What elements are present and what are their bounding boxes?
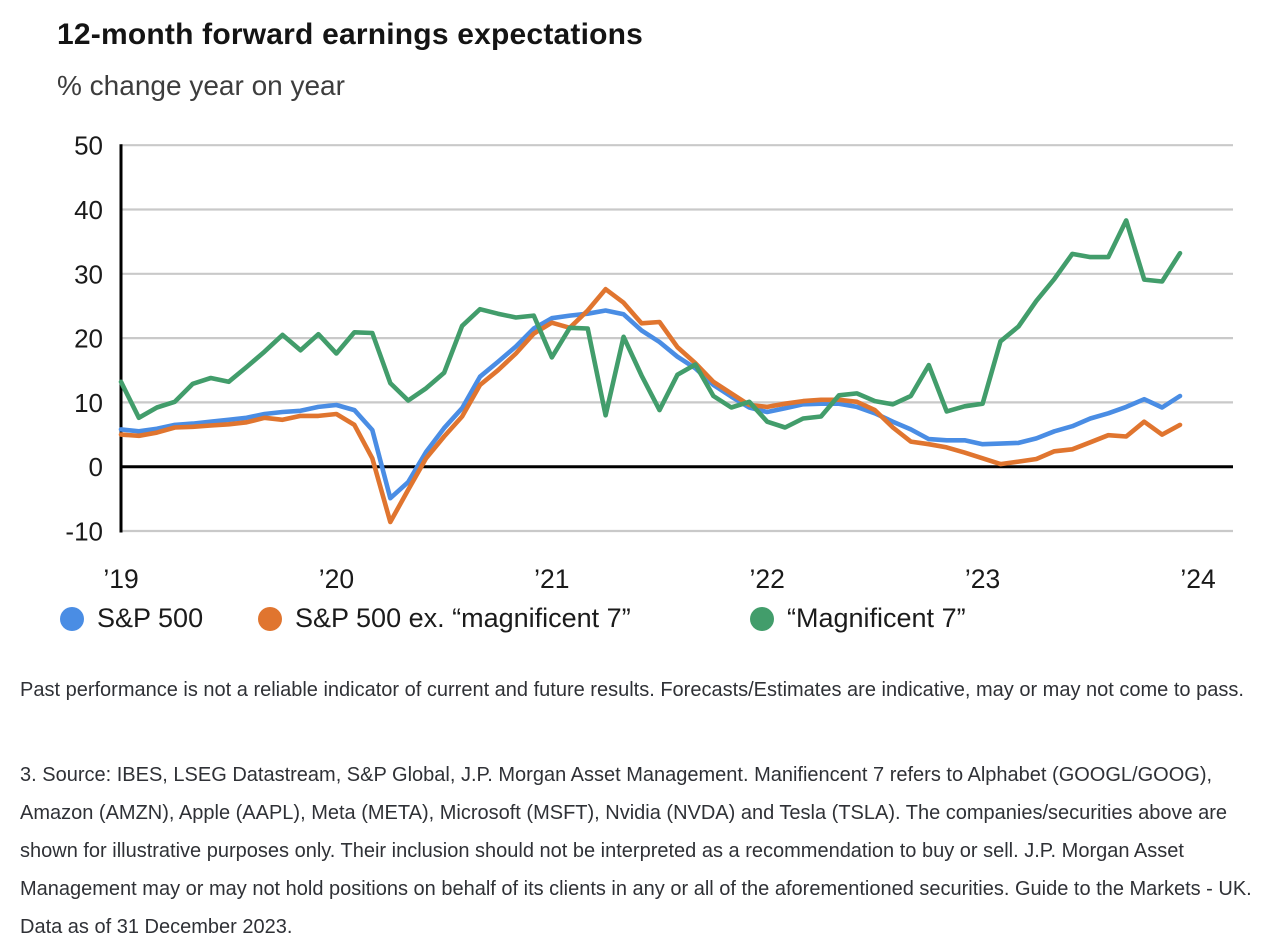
chart-title: 12-month forward earnings expectations [57,18,644,51]
legend-label-sp500-ex-mag7: S&P 500 ex. “magnificent 7” [295,603,631,633]
series-line-0 [118,308,1183,501]
x-tick-label: ’20 [319,564,354,594]
y-tick-label: 0 [89,452,103,482]
earnings-chart: 50 40 30 20 10 0 -10’19 ’20 ’21 ’22 ’23 ’24 [65,131,1233,594]
y-tick-label: -10 [65,517,103,547]
sp500-ex-mag7-dot-icon [258,606,282,631]
x-tick-label: ’23 [965,564,1000,594]
footnote-performance: Past performance is not a reliable indic… [20,679,1244,701]
legend-item-sp500-ex-mag7: S&P 500 ex. “magnificent 7” [258,603,631,634]
y-tick-label: 10 [74,388,103,418]
x-tick-label: ’24 [1180,564,1215,594]
legend-label-mag7: “Magnificent 7” [787,603,966,633]
series-line-1 [118,286,1183,525]
legend-item-mag7: “Magnificent 7” [750,603,966,634]
y-tick-label: 50 [74,131,103,161]
y-tick-label: 20 [74,324,103,354]
x-tick-label: ’22 [750,564,785,594]
chart-subtitle: % change year on year [57,70,345,101]
sp500-dot-icon [60,606,84,631]
legend: S&P 500 S&P 500 ex. “magnificent 7” “Mag… [0,603,1288,637]
mag7-dot-icon [750,606,774,631]
series-line-2 [118,218,1183,430]
x-tick-label: ’19 [103,564,138,594]
footnote-source: 3. Source: IBES, LSEG Datastream, S&P Gl… [20,764,1252,938]
legend-label-sp500: S&P 500 [97,603,204,633]
y-tick-label: 30 [74,259,103,289]
legend-item-sp500: S&P 500 [60,603,203,634]
y-tick-label: 40 [74,195,103,225]
x-tick-label: ’21 [534,564,569,594]
